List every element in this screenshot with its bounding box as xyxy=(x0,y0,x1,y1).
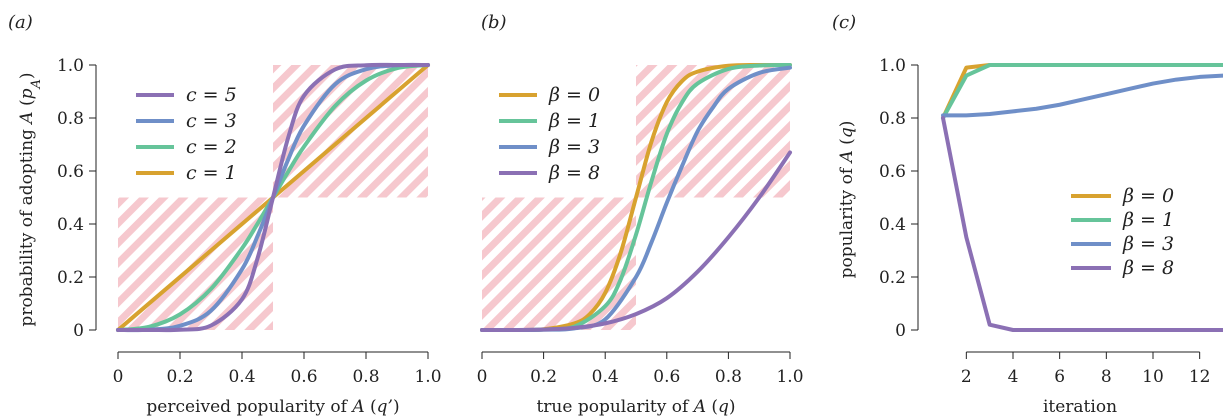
y-tick-label: 0.2 xyxy=(879,268,906,288)
x-tick-label: 12 xyxy=(1189,367,1211,387)
x-tick-label: 0.2 xyxy=(166,367,193,387)
x-tick-label: 10 xyxy=(1142,367,1164,387)
x-tick-label: 0.6 xyxy=(290,367,317,387)
x-tick-label: 1.0 xyxy=(414,367,441,387)
x-tick-label: 2 xyxy=(961,367,972,387)
y-tick-label: 0.6 xyxy=(879,162,906,182)
y-tick-label: 1.0 xyxy=(879,56,906,76)
y-tick-label: 0.6 xyxy=(57,162,84,182)
y-tick-label: 0.8 xyxy=(879,109,906,129)
x-tick-label: 0.4 xyxy=(228,367,255,387)
panel-b: (b) 0 0.2 0.4 0.6 0.8 1.0 true popularity of A … xyxy=(477,12,804,417)
y-tick-label: 0.8 xyxy=(57,109,84,129)
legend-label-c-1: c = 1 xyxy=(186,162,237,184)
x-tick-label: 0.2 xyxy=(530,367,557,387)
y-axis-label: probability of adopting A (pA) xyxy=(17,72,44,326)
legend-label-c-3: c = 3 xyxy=(186,110,237,132)
series-line-c-5 xyxy=(116,62,430,333)
x-tick-label: 1.0 xyxy=(776,367,803,387)
legend-label-0: β = 0 xyxy=(1122,185,1174,207)
y-tick-label: 0.4 xyxy=(879,215,906,235)
panel-a: (a) 0 0.2 0.4 0.6 0.8 1.0 perceived popularity … xyxy=(8,12,442,417)
series-line-8 xyxy=(480,150,792,333)
panel-label: (c) xyxy=(832,12,856,33)
panel-label: (b) xyxy=(481,12,507,33)
legend-label-c-2: c = 2 xyxy=(186,136,237,158)
legend-label-3: β = 3 xyxy=(548,136,600,158)
x-tick-label: 0 xyxy=(113,367,124,387)
hatched-region-1 xyxy=(482,197,636,330)
x-tick-label: 4 xyxy=(1008,367,1019,387)
x-tick-label: 8 xyxy=(1101,367,1112,387)
series-line-0 xyxy=(941,63,1223,120)
legend-label-8: β = 8 xyxy=(548,162,600,184)
series-line-3 xyxy=(941,73,1223,118)
legend-label-8: β = 8 xyxy=(1122,257,1174,279)
panel-c: (c) 2 4 6 8 10 12 iteration 0 0.2 0.4 0.6 0.8 1.0 popu… xyxy=(832,12,1223,417)
legend-label-0: β = 0 xyxy=(548,84,600,106)
hatched-region-2 xyxy=(636,65,790,198)
y-tick-label: 0 xyxy=(895,321,906,341)
x-axis-label: true popularity of A (q) xyxy=(536,397,735,417)
legend-label-3: β = 3 xyxy=(1122,233,1174,255)
x-tick-label: 0.8 xyxy=(715,367,742,387)
legend-label-1: β = 1 xyxy=(548,110,600,132)
y-tick-label: 0.4 xyxy=(57,215,84,235)
x-tick-label: 0.4 xyxy=(592,367,619,387)
series-line-8 xyxy=(941,116,1223,332)
y-tick-label: 1.0 xyxy=(57,56,84,76)
y-tick-label: 0.2 xyxy=(57,268,84,288)
x-axis-label: perceived popularity of A (q’) xyxy=(146,397,399,417)
panel-label: (a) xyxy=(8,12,33,33)
x-tick-label: 0.6 xyxy=(653,367,680,387)
y-tick-label: 0 xyxy=(73,321,84,341)
x-tick-label: 0.8 xyxy=(352,367,379,387)
x-axis-label: iteration xyxy=(1043,397,1117,417)
series-line-1 xyxy=(941,63,1223,120)
legend-label-c-5: c = 5 xyxy=(186,84,237,106)
legend-label-1: β = 1 xyxy=(1122,209,1174,231)
y-axis-label: popularity of A (q) xyxy=(837,121,857,279)
x-tick-label: 6 xyxy=(1054,367,1065,387)
x-tick-label: 0 xyxy=(477,367,488,387)
